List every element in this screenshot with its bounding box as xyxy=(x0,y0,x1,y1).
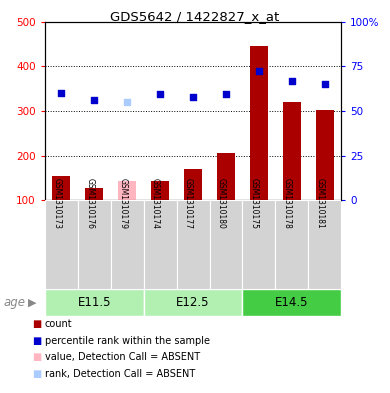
Text: GSM1310178: GSM1310178 xyxy=(283,178,292,228)
Bar xyxy=(177,200,209,289)
Text: GSM1310173: GSM1310173 xyxy=(52,178,61,229)
Bar xyxy=(275,200,308,289)
Bar xyxy=(45,289,144,316)
Bar xyxy=(144,200,177,289)
Text: GDS5642 / 1422827_x_at: GDS5642 / 1422827_x_at xyxy=(110,10,280,23)
Bar xyxy=(184,169,202,200)
Text: GSM1310181: GSM1310181 xyxy=(316,178,325,228)
Point xyxy=(190,94,196,100)
Bar xyxy=(250,46,268,200)
Text: rank, Detection Call = ABSENT: rank, Detection Call = ABSENT xyxy=(45,369,195,379)
Point xyxy=(157,91,163,97)
Text: ■: ■ xyxy=(32,369,42,379)
Point xyxy=(289,77,295,84)
Text: GSM1310179: GSM1310179 xyxy=(118,178,127,229)
Bar xyxy=(316,110,334,200)
Bar xyxy=(243,289,341,316)
Text: ■: ■ xyxy=(32,319,42,329)
Point xyxy=(58,90,64,96)
Text: E14.5: E14.5 xyxy=(275,296,308,309)
Bar xyxy=(85,188,103,200)
Text: count: count xyxy=(45,319,73,329)
Bar xyxy=(308,200,341,289)
Text: GSM1310180: GSM1310180 xyxy=(217,178,226,228)
Text: GSM1310176: GSM1310176 xyxy=(85,178,94,229)
Bar xyxy=(151,181,169,200)
Bar xyxy=(78,200,111,289)
Text: ▶: ▶ xyxy=(28,298,37,308)
Text: ■: ■ xyxy=(32,352,42,362)
Bar xyxy=(243,200,275,289)
Bar xyxy=(111,200,144,289)
Point xyxy=(91,97,98,103)
Text: E12.5: E12.5 xyxy=(176,296,210,309)
Text: E11.5: E11.5 xyxy=(78,296,111,309)
Bar xyxy=(144,289,243,316)
Text: GSM1310177: GSM1310177 xyxy=(184,178,193,229)
Text: GSM1310175: GSM1310175 xyxy=(250,178,259,229)
Point xyxy=(124,99,130,105)
Bar xyxy=(283,102,301,200)
Text: GSM1310174: GSM1310174 xyxy=(151,178,160,229)
Point xyxy=(223,91,229,97)
Text: value, Detection Call = ABSENT: value, Detection Call = ABSENT xyxy=(45,352,200,362)
Point xyxy=(256,68,262,74)
Bar xyxy=(52,176,70,200)
Text: ■: ■ xyxy=(32,336,42,346)
Bar xyxy=(118,181,136,200)
Text: age: age xyxy=(4,296,26,309)
Bar xyxy=(45,200,78,289)
Bar xyxy=(217,154,235,200)
Point xyxy=(322,81,328,87)
Text: percentile rank within the sample: percentile rank within the sample xyxy=(45,336,210,346)
Bar xyxy=(209,200,243,289)
